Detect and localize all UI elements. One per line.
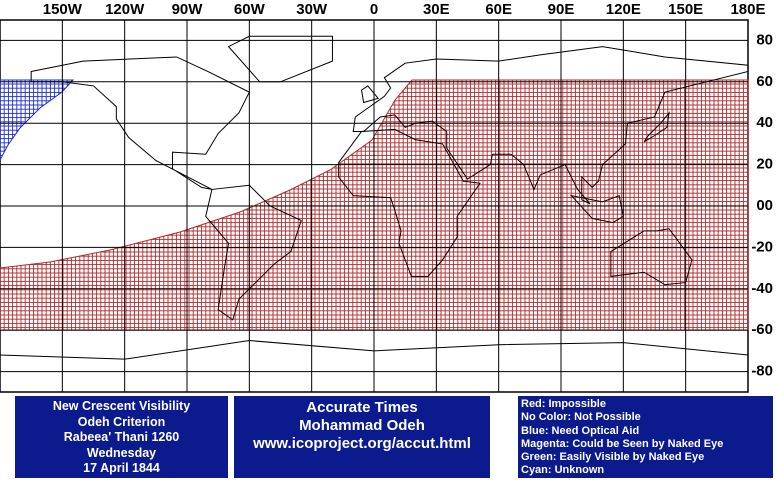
credit-line: Accurate Times: [306, 399, 418, 416]
longitude-label: 120W: [105, 1, 145, 18]
legend-item: Blue: Need Optical Aid: [521, 424, 640, 437]
credit-box: Accurate Times Mohammad Odeh www.icoproj…: [234, 396, 490, 478]
latitude-label: 20: [756, 156, 773, 173]
info-line: 17 April 1844: [83, 461, 160, 475]
info-line: Rabeea' Thani 1260: [63, 430, 180, 444]
latitude-label: -60: [751, 321, 773, 338]
landmass: [338, 128, 481, 277]
latitude-label: -80: [751, 363, 773, 380]
legend-box: Red: Impossible No Color: Not Possible B…: [518, 396, 773, 478]
longitude-label: 150W: [43, 1, 83, 18]
credit-line: Mohammad Odeh: [299, 417, 425, 434]
longitude-label: 60E: [485, 1, 512, 18]
axis-labels: 150W 120W 90W 60W 30W 0 30E 60E 90E 120E 150E 180E 8…: [43, 1, 773, 380]
visibility-map: 150W 120W 90W 60W 30W 0 30E 60E 90E 120E 150E 180E 8…: [0, 1, 773, 393]
longitude-label: 150E: [668, 1, 703, 18]
landmass: [360, 85, 380, 104]
legend-item: No Color: Not Possible: [521, 411, 641, 424]
latitude-label: 00: [756, 197, 773, 214]
longitude-label: 120E: [606, 1, 641, 18]
info-line: Wednesday: [86, 445, 157, 460]
legend-item: Red: Impossible: [521, 398, 606, 410]
longitude-label: 30E: [423, 1, 450, 18]
latitude-label: 60: [756, 73, 773, 90]
info-box: New Crescent Visibility Odeh Criterion R…: [15, 396, 228, 478]
latitude-label: -40: [751, 280, 773, 297]
longitude-label: 30W: [296, 1, 328, 18]
longitude-label: 0: [370, 1, 378, 18]
landmass: [643, 111, 670, 143]
longitude-label: 60W: [234, 1, 266, 18]
legend-item: Magenta: Could be Seen by Naked Eye: [521, 437, 724, 450]
legend-item: Green: Easily Visible by Naked Eye: [521, 451, 705, 464]
longitude-label: 90E: [548, 1, 575, 18]
graticule: [0, 20, 748, 392]
legend-item: Cyan: Unknown: [521, 464, 605, 477]
info-line: New Crescent Visibility: [52, 399, 191, 413]
longitude-label: 90W: [172, 1, 204, 18]
latitude-label: 40: [756, 114, 773, 131]
landmass: [610, 228, 693, 286]
info-line: Odeh Criterion: [77, 414, 166, 429]
latitude-label: 80: [756, 31, 773, 48]
latitude-label: -20: [751, 238, 773, 255]
credit-line: www.icoproject.org/accut.html: [253, 435, 471, 452]
longitude-label: 180E: [730, 1, 765, 18]
